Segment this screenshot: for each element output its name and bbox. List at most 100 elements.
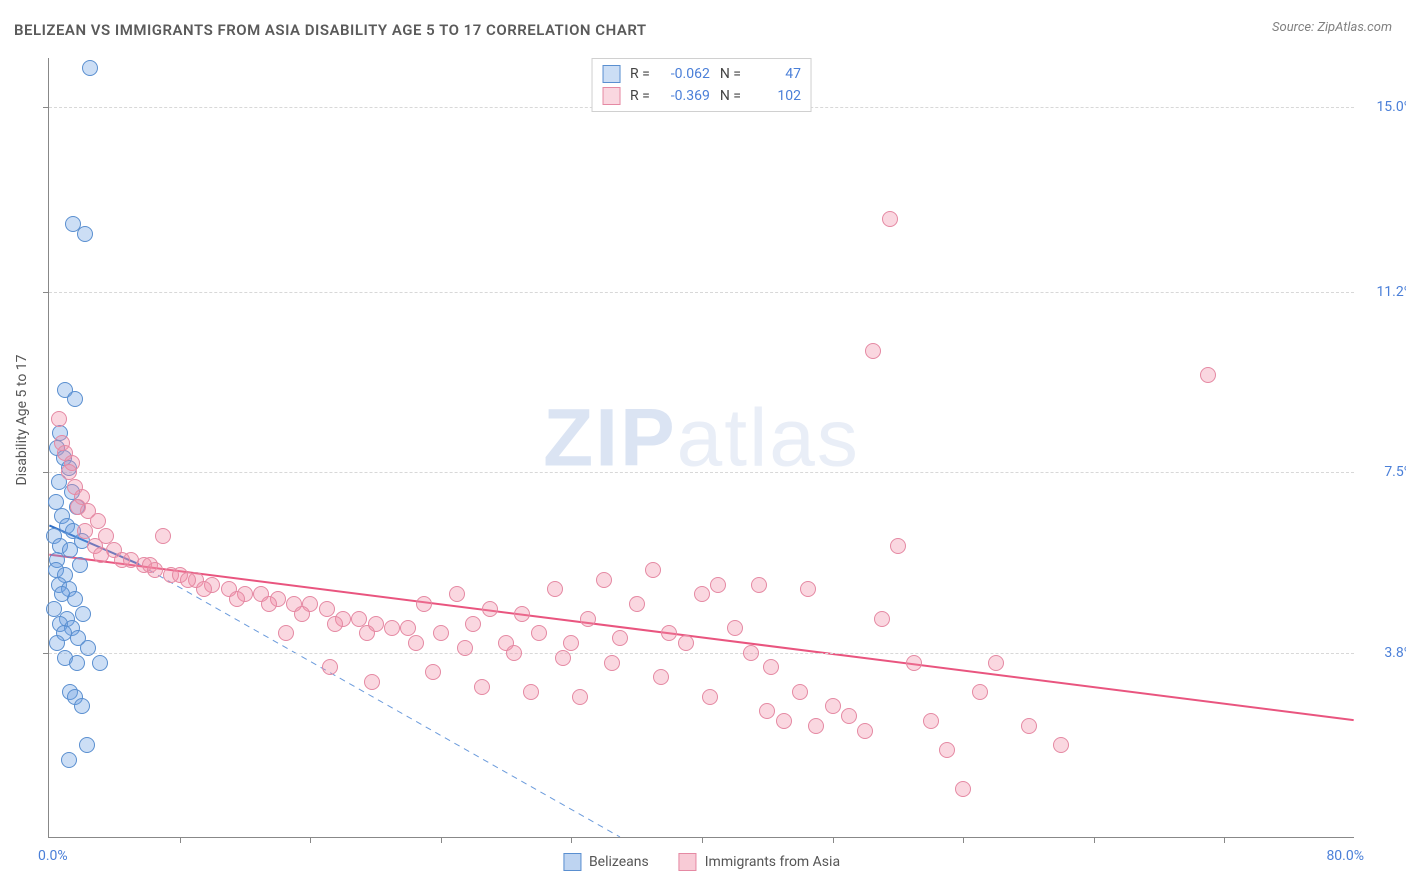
data-point-immigrants-asia <box>1021 718 1037 734</box>
x-tick <box>702 837 703 843</box>
y-axis-title: Disability Age 5 to 17 <box>14 354 30 485</box>
data-point-immigrants-asia <box>523 684 539 700</box>
swatch-series-0 <box>602 65 620 83</box>
data-point-immigrants-asia <box>351 611 367 627</box>
data-point-belizeans <box>48 494 64 510</box>
gridline-h <box>49 653 1354 654</box>
data-point-immigrants-asia <box>425 664 441 680</box>
data-point-immigrants-asia <box>449 586 465 602</box>
data-point-belizeans <box>67 391 83 407</box>
y-tick-label: 15.0% <box>1364 99 1406 115</box>
data-point-immigrants-asia <box>531 625 547 641</box>
data-point-belizeans <box>82 60 98 76</box>
y-tick-label: 7.5% <box>1364 464 1406 480</box>
r-value-1: -0.369 <box>660 88 710 104</box>
y-tick <box>43 472 49 473</box>
data-point-immigrants-asia <box>612 630 628 646</box>
data-point-belizeans <box>74 698 90 714</box>
n-value-0: 47 <box>751 66 801 82</box>
data-point-immigrants-asia <box>763 659 779 675</box>
x-tick <box>571 837 572 843</box>
data-point-immigrants-asia <box>694 586 710 602</box>
data-point-belizeans <box>69 655 85 671</box>
source-attribution: Source: ZipAtlas.com <box>1272 20 1392 35</box>
x-tick <box>1094 837 1095 843</box>
scatter-chart: ZIPatlas R = -0.062 N = 47 R = -0.369 N … <box>48 58 1354 838</box>
data-point-immigrants-asia <box>322 659 338 675</box>
gridline-h <box>49 292 1354 293</box>
data-point-immigrants-asia <box>77 523 93 539</box>
data-point-immigrants-asia <box>51 411 67 427</box>
data-point-immigrants-asia <box>702 689 718 705</box>
stats-row-series-0: R = -0.062 N = 47 <box>602 63 801 85</box>
data-point-immigrants-asia <box>196 581 212 597</box>
data-point-immigrants-asia <box>1053 737 1069 753</box>
data-point-immigrants-asia <box>457 640 473 656</box>
data-point-immigrants-asia <box>865 343 881 359</box>
data-point-immigrants-asia <box>465 616 481 632</box>
data-point-belizeans <box>62 542 78 558</box>
n-label: N = <box>720 88 741 104</box>
data-point-belizeans <box>77 226 93 242</box>
data-point-immigrants-asia <box>555 650 571 666</box>
data-point-immigrants-asia <box>988 655 1004 671</box>
data-point-immigrants-asia <box>147 562 163 578</box>
data-point-immigrants-asia <box>874 611 890 627</box>
x-tick <box>310 837 311 843</box>
y-tick <box>43 653 49 654</box>
source-name: ZipAtlas.com <box>1317 20 1392 35</box>
data-point-immigrants-asia <box>364 674 380 690</box>
data-point-immigrants-asia <box>653 669 669 685</box>
y-tick-label: 3.8% <box>1364 645 1406 661</box>
data-point-immigrants-asia <box>261 596 277 612</box>
data-point-immigrants-asia <box>155 528 171 544</box>
data-point-immigrants-asia <box>939 742 955 758</box>
data-point-immigrants-asia <box>645 562 661 578</box>
data-point-immigrants-asia <box>710 577 726 593</box>
data-point-immigrants-asia <box>629 596 645 612</box>
source-label: Source: <box>1272 20 1317 35</box>
chart-title: BELIZEAN VS IMMIGRANTS FROM ASIA DISABIL… <box>14 21 647 39</box>
n-value-1: 102 <box>751 88 801 104</box>
data-point-immigrants-asia <box>90 513 106 529</box>
x-tick <box>963 837 964 843</box>
data-point-immigrants-asia <box>433 625 449 641</box>
data-point-belizeans <box>92 655 108 671</box>
data-point-immigrants-asia <box>776 713 792 729</box>
data-point-immigrants-asia <box>180 572 196 588</box>
y-tick-label: 11.2% <box>1364 284 1406 300</box>
data-point-belizeans <box>72 557 88 573</box>
data-point-immigrants-asia <box>580 611 596 627</box>
data-point-immigrants-asia <box>61 464 77 480</box>
x-origin-label: 0.0% <box>38 848 68 864</box>
data-point-immigrants-asia <box>661 625 677 641</box>
data-point-immigrants-asia <box>743 645 759 661</box>
data-point-immigrants-asia <box>547 581 563 597</box>
data-point-immigrants-asia <box>563 635 579 651</box>
data-point-immigrants-asia <box>384 620 400 636</box>
data-point-immigrants-asia <box>792 684 808 700</box>
data-point-immigrants-asia <box>841 708 857 724</box>
stats-row-series-1: R = -0.369 N = 102 <box>602 85 801 107</box>
x-tick <box>180 837 181 843</box>
data-point-immigrants-asia <box>759 703 775 719</box>
x-tick <box>1224 837 1225 843</box>
y-tick <box>43 107 49 108</box>
data-point-immigrants-asia <box>800 581 816 597</box>
data-point-immigrants-asia <box>229 591 245 607</box>
n-label: N = <box>720 66 741 82</box>
data-point-immigrants-asia <box>416 596 432 612</box>
data-point-immigrants-asia <box>751 577 767 593</box>
r-value-0: -0.062 <box>660 66 710 82</box>
chart-header: BELIZEAN VS IMMIGRANTS FROM ASIA DISABIL… <box>14 20 1392 48</box>
data-point-immigrants-asia <box>906 655 922 671</box>
data-point-belizeans <box>79 737 95 753</box>
data-point-immigrants-asia <box>408 635 424 651</box>
data-point-immigrants-asia <box>506 645 522 661</box>
y-tick <box>43 292 49 293</box>
data-point-immigrants-asia <box>327 616 343 632</box>
data-point-immigrants-asia <box>604 655 620 671</box>
data-point-immigrants-asia <box>572 689 588 705</box>
data-point-immigrants-asia <box>972 684 988 700</box>
trend-lines <box>49 58 1354 837</box>
